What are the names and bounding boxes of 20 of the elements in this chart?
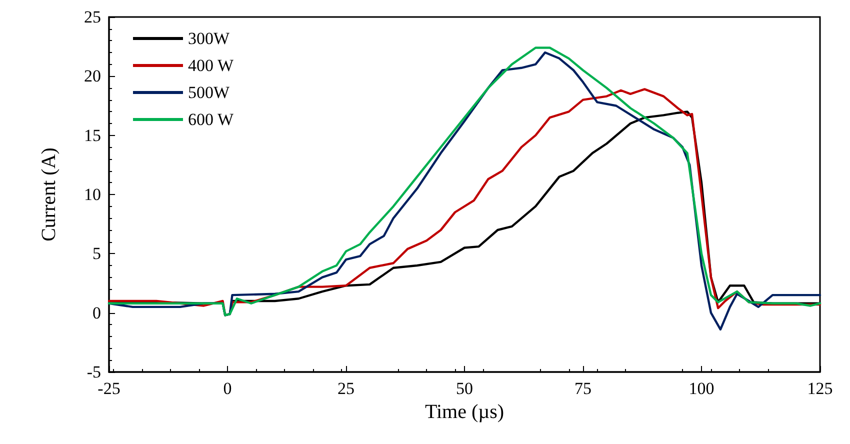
legend-label: 300W	[188, 29, 230, 48]
x-tick-label: 75	[574, 379, 592, 398]
x-tick-label: 50	[456, 379, 473, 398]
legend-label: 400 W	[188, 56, 234, 75]
y-tick-label: 10	[84, 185, 101, 204]
legend-label: 500W	[188, 83, 230, 102]
y-tick-label: 20	[84, 66, 101, 86]
x-axis-title: Time (µs)	[424, 400, 504, 423]
x-tick-label: 25	[338, 379, 354, 398]
y-tick-label: 5	[92, 244, 101, 264]
x-tick-label: 100	[688, 379, 714, 398]
y-tick-label: 15	[84, 126, 101, 145]
y-tick-label: 25	[84, 8, 101, 26]
x-tick-label: 125	[807, 379, 833, 398]
legend-label: 600 W	[188, 110, 234, 129]
x-tick-label: -25	[98, 379, 120, 398]
y-axis-title: Current (A)	[38, 148, 60, 242]
x-tick-label: 0	[223, 379, 232, 398]
y-tick-label: 0	[92, 303, 101, 322]
y-tick-label: -5	[86, 362, 101, 382]
